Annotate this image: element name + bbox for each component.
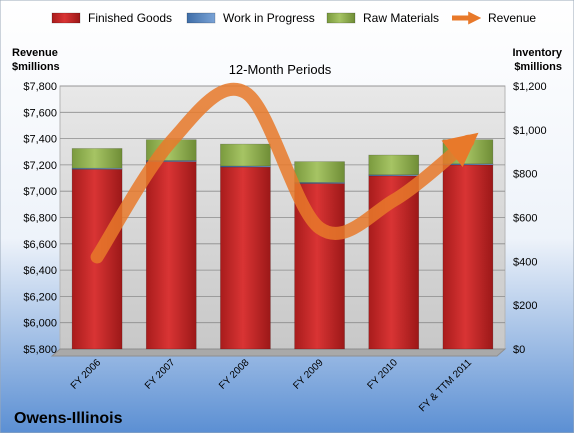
- right-axis-tick-label: $400: [513, 256, 537, 268]
- right-axis-title-line2: $millions: [514, 61, 562, 73]
- right-axis-tick-label: $200: [513, 300, 537, 312]
- company-name: Owens-Illinois: [14, 410, 123, 427]
- bar-raw-materials: [294, 161, 345, 183]
- bar-finished-goods: [442, 164, 494, 350]
- bar-finished-goods: [220, 166, 271, 350]
- left-axis-tick-label: $6,600: [23, 239, 57, 251]
- plot-floor: [50, 348, 507, 357]
- left-axis-tick-label: $7,200: [23, 160, 57, 172]
- bar-raw-materials: [71, 148, 123, 169]
- right-axis-tick-label: $600: [513, 213, 537, 225]
- right-axis-tick-label: $1,200: [513, 81, 547, 93]
- right-axis-tick-label: $1,000: [513, 125, 547, 137]
- right-axis-title-line1: Inventory: [512, 47, 562, 59]
- bar-raw-materials: [220, 143, 271, 167]
- right-axis-tick-label: $0: [513, 344, 525, 356]
- chart-title: 12-Month Periods: [229, 62, 332, 77]
- left-axis-tick-label: $6,000: [23, 318, 57, 330]
- legend-swatch-raw-materials: [326, 12, 356, 24]
- left-axis-tick-label: $6,400: [23, 265, 57, 277]
- bar-finished-goods: [145, 161, 197, 350]
- legend-label-raw-materials: Raw Materials: [363, 11, 439, 25]
- legend-label-revenue: Revenue: [488, 11, 536, 25]
- legend-label-finished-goods: Finished Goods: [88, 11, 172, 25]
- right-axis-tick-label: $800: [513, 169, 537, 181]
- left-axis-tick-label: $6,200: [23, 291, 57, 303]
- revenue-line: [90, 82, 479, 264]
- left-axis-tick-label: $5,800: [23, 344, 57, 356]
- left-axis-tick-label: $6,800: [23, 213, 57, 225]
- legend-swatch-work-in-progress: [186, 12, 216, 24]
- bar-raw-materials: [368, 154, 420, 176]
- left-axis-title-line1: Revenue: [12, 47, 58, 59]
- left-axis-tick-label: $7,400: [23, 134, 57, 146]
- legend-label-work-in-progress: Work in Progress: [223, 11, 315, 25]
- left-axis-title-line2: $millions: [12, 61, 60, 73]
- left-axis-tick-label: $7,600: [23, 107, 57, 119]
- left-axis-tick-label: $7,000: [23, 186, 57, 198]
- left-axis-tick-label: $7,800: [23, 81, 57, 93]
- legend-swatch-finished-goods: [51, 12, 81, 24]
